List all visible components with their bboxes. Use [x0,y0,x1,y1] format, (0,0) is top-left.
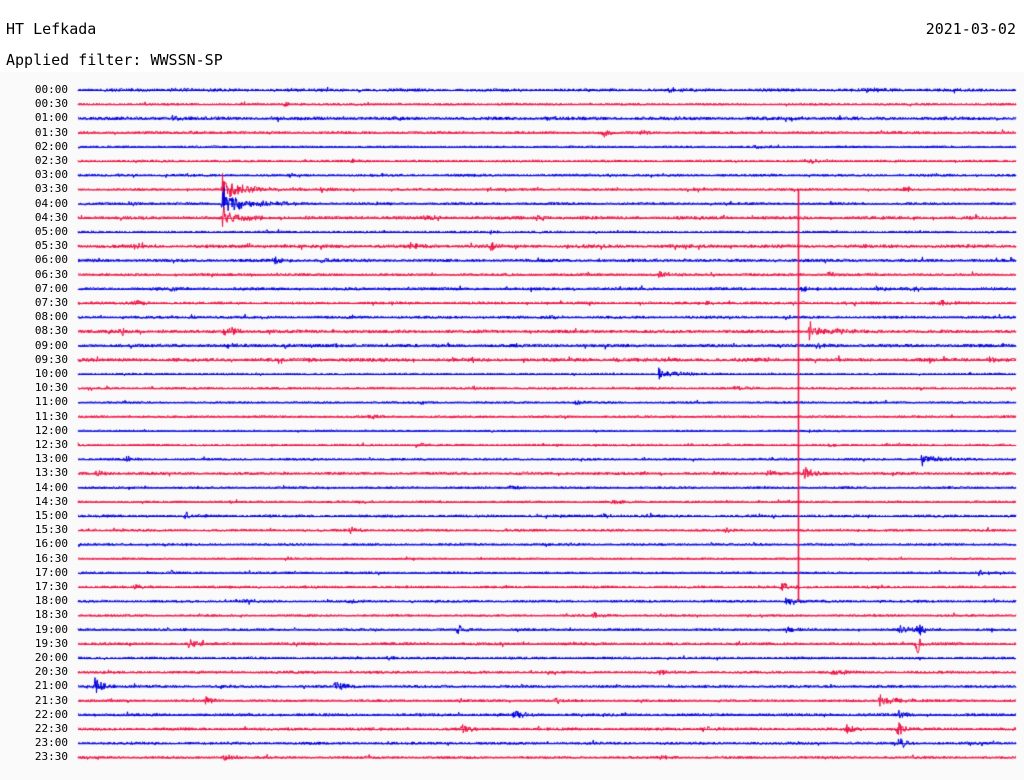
time-label: 21:00 [34,679,68,693]
time-label: 08:30 [34,324,68,338]
time-label: 07:00 [34,281,68,295]
time-label: 18:30 [34,608,68,622]
time-label: 20:00 [34,651,68,664]
time-label: 20:30 [34,665,68,679]
time-label: 17:30 [34,580,68,593]
time-label: 02:00 [34,139,68,153]
time-label: 16:00 [34,537,68,551]
time-label: 15:00 [34,509,68,522]
time-axis: 00:00 00:30 01:00 01:30 02:00 02:30 03:00 03:30… [0,72,72,780]
time-label: 16:30 [34,551,68,565]
time-label: 13:00 [34,452,68,466]
time-label: 23:00 [34,736,68,750]
trace-canvas [0,72,1024,780]
time-label: 06:00 [34,253,68,267]
time-label: 00:30 [34,97,68,111]
time-label: 19:30 [34,636,68,650]
time-label: 17:00 [34,565,68,579]
time-label: 05:30 [34,239,68,253]
time-label: 12:30 [34,438,68,451]
time-label: 05:00 [34,225,68,238]
time-label: 22:00 [34,707,68,721]
time-label: 03:30 [34,182,68,196]
time-label: 15:30 [34,523,68,537]
time-label: 04:30 [34,210,68,224]
time-label: 01:30 [34,125,68,139]
time-label: 01:00 [34,111,68,125]
time-label: 11:00 [34,395,68,409]
applied-filter-label: Applied filter: WWSSN-SP [6,51,223,69]
time-label: 07:30 [34,296,68,309]
time-label: 09:00 [34,338,68,352]
time-label: 11:30 [34,409,68,423]
time-label: 03:00 [34,168,68,182]
time-label: 14:00 [34,480,68,494]
time-label: 02:30 [34,154,68,167]
time-label: 21:30 [34,693,68,707]
time-label: 22:30 [34,722,68,735]
time-label: 04:00 [34,196,68,210]
time-label: 00:00 [34,83,68,96]
time-label: 12:00 [34,423,68,437]
time-label: 13:30 [34,466,68,480]
time-label: 14:30 [34,494,68,508]
time-label: 06:30 [34,267,68,281]
seismogram-plot [0,72,1024,780]
time-label: 10:00 [34,367,68,380]
time-label: 19:00 [34,622,68,636]
time-label: 10:30 [34,381,68,395]
station-title: HT Lefkada [6,20,97,38]
time-label: 23:30 [34,750,68,764]
record-date: 2021-03-02 [925,20,1016,38]
time-label: 08:00 [34,310,68,324]
time-label: 18:00 [34,594,68,608]
time-label: 09:30 [34,352,68,366]
